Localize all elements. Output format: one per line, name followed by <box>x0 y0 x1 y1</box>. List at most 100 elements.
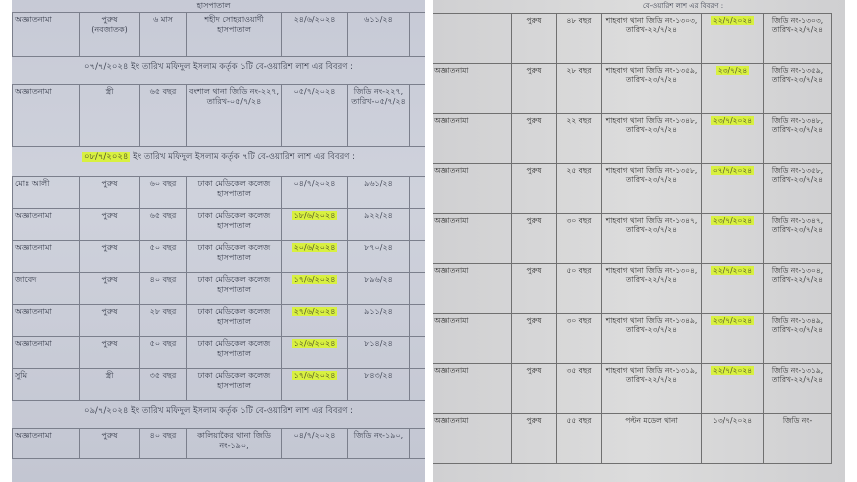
no-text: ৯২২/২৪ <box>364 211 393 220</box>
no-text: জিডি নং-১৩০৪, তারিখ-২২/৭/২৪ <box>771 266 824 284</box>
cell-age: ৫০ বছর <box>139 240 187 273</box>
cell-no: জিডি নং-১৩০৩, তারিখ-২২/৭/২৪ <box>763 13 832 64</box>
table-row: অজ্ঞাতনামা পুরুষ ৫০ বছর ঢাকা মেডিকেল কলেজ হ… <box>12 240 425 273</box>
age-text: ৫০ বছর <box>149 339 177 348</box>
cell-sex: পুরুষ <box>511 263 557 314</box>
cell-no: জিডি নং-১৩৫৯, তারিখ-২৩/৭/২৪ <box>763 63 832 114</box>
cell-sex: পুরুষ (নবজাতক) <box>79 12 140 57</box>
highlighted-date: ২০/৬/২০২৪ <box>291 243 338 252</box>
sex-text: পুরুষ <box>101 211 118 220</box>
cell-place: ঢাকা মেডিকেল কলেজ হাসপাতাল <box>186 208 282 241</box>
cell-place: শাহবাগ থানা জিডি নং-১৩০৩, তারিখ-২২/৭/২৪ <box>601 13 702 64</box>
empty-cell <box>409 368 425 401</box>
place-text: শাহবাগ থানা জিডি নং-১৩৪৭, তারিখ-২৩/৭/২৪ <box>605 216 698 234</box>
cell-name: অজ্ঞাতনামা <box>12 240 80 273</box>
sex-text: পুরুষ (নবজাতক) <box>91 15 128 34</box>
table-row: অজ্ঞাতনামা পুরুষ ২৫ বছর শাহবাগ থানা জিডি নং… <box>433 163 832 214</box>
cell-sex: পুরুষ <box>79 304 140 337</box>
left-document-photo: হাসপাতাল অজ্ঞাতনামা পুরুষ (নবজাতক) ৬ মাস শহ… <box>12 0 425 482</box>
empty-cell <box>409 428 425 459</box>
place-text: বংশাল থানা জিডি নং-২২৭, তারিখ-০৫/৭/২৪ <box>189 87 280 106</box>
place-fragment: হাসপাতাল <box>196 1 231 10</box>
highlighted-date: ০৮/৭/২০২৪ <box>82 152 131 162</box>
name-text: অজ্ঞাতনামা <box>15 15 52 24</box>
empty-cell <box>409 240 425 273</box>
record-table: অজ্ঞাতনামা পুরুষ (নবজাতক) ৬ মাস শহীদ সোহরাও… <box>12 12 425 57</box>
sex-text: পুরুষ <box>101 431 118 440</box>
sex-text: পুরুষ <box>101 243 118 252</box>
sex-text: পুরুষ <box>526 66 542 75</box>
name-text: অজ্ঞাতনামা <box>434 66 469 75</box>
no-text: ৯৬১/২৪ <box>364 179 393 188</box>
cell-age: ৫৫ বছর <box>556 413 602 464</box>
cell-age: ৪০ বছর <box>139 272 187 305</box>
cell-age: ৩০ বছর <box>556 313 602 364</box>
empty-cell <box>409 12 425 57</box>
sex-text: পুরুষ <box>526 216 542 225</box>
highlighted-date: ২২/৭/২০২৪ <box>710 366 755 375</box>
cell-name: অজ্ঞাতনামা <box>433 113 512 164</box>
cell-name: অজ্ঞাতনামা <box>12 208 80 241</box>
cell-date: ১২/৬/২০২৪ <box>281 336 348 369</box>
empty-cell <box>409 176 425 209</box>
no-text: জিডি নং-১৯০, <box>353 431 404 440</box>
name-text: অজ্ঞাতনামা <box>434 416 469 425</box>
age-text: ৩০ বছর <box>566 316 592 325</box>
cell-age: ৩৫ বছর <box>556 363 602 414</box>
section-caption: ০৭/৭/২০২৪ ইং তারিখ মফিদুল ইসলাম কর্তৃক ১… <box>84 62 353 72</box>
cell-name: অজ্ঞাতনামা <box>12 84 80 147</box>
sex-text: পুরুষ <box>101 307 118 316</box>
cell-date: ১৮/৬/২০২৪ <box>281 208 348 241</box>
cell-place: শাহবাগ থানা জিডি নং-১৩০৪, তারিখ-২২/৭/২৪ <box>601 263 702 314</box>
empty-cell <box>409 336 425 369</box>
age-text: ৫০ বছর <box>149 243 177 252</box>
cell-sex: পুরুষ <box>511 63 557 114</box>
record-table: মোঃ আলী পুরুষ ৬০ বছর ঢাকা মেডিকেল কলেজ হাসপ… <box>12 176 425 401</box>
place-text: শাহবাগ থানা জিডি নং-১৩০৪, তারিখ-২২/৭/২৪ <box>605 266 698 284</box>
name-text: অজ্ঞাতনামা <box>434 366 469 375</box>
cell-name: অজ্ঞাতনামা <box>433 413 512 464</box>
cell-date: ২৩/৭/২৪ <box>701 63 764 114</box>
highlighted-date: ২৩/৭/২৪ <box>715 66 750 75</box>
highlighted-date: ১৭/৬/২০২৪ <box>291 371 338 380</box>
place-text: ঢাকা মেডিকেল কলেজ হাসপাতাল <box>197 307 271 326</box>
cell-date: ২২/৭/২০২৪ <box>701 363 764 414</box>
name-text: সুমি <box>15 371 28 380</box>
place-text: শহীদ সোহরাওয়ার্দী হাসপাতাল <box>204 15 264 34</box>
sex-text: পুরুষ <box>526 416 542 425</box>
date-text: ১৩/৭/২০২৪ <box>712 416 753 425</box>
table-row: অজ্ঞাতনামা পুরুষ ৬৫ বছর ঢাকা মেডিকেল কলেজ হ… <box>12 208 425 241</box>
cell-place: শহীদ সোহরাওয়ার্দী হাসপাতাল <box>186 12 282 57</box>
cell-name: অজ্ঞাতনামা <box>433 163 512 214</box>
empty-cell <box>409 84 425 147</box>
sex-text: পুরুষ <box>101 339 118 348</box>
age-text: ৬০ বছর <box>149 179 177 188</box>
table-row: জাবেদ পুরুষ ৪০ বছর ঢাকা মেডিকেল কলেজ হাসপাত… <box>12 272 425 305</box>
cell-name <box>433 13 512 64</box>
table-row: অজ্ঞাতনামা স্ত্রী ৬৫ বছর বংশাল থানা জিডি নং… <box>12 84 425 147</box>
age-text: ৬৫ বছর <box>149 211 177 220</box>
cell-sex: পুরুষ <box>511 213 557 264</box>
empty-cell <box>409 272 425 305</box>
age-text: ৩০ বছর <box>566 216 592 225</box>
cell-date: ০৫/৭/২০২৪ <box>281 84 348 147</box>
cell-sex: পুরুষ <box>511 313 557 364</box>
cell-sex: পুরুষ <box>79 336 140 369</box>
name-text: মোঃ আলী <box>15 179 50 188</box>
no-text: জিডি নং-১৩৫৯, তারিখ-২৩/৭/২৪ <box>771 66 824 84</box>
age-text: ৪০ বছর <box>149 275 177 284</box>
cell-no: জিডি নং-১৩১৯, তারিখ-২২/৭/২৪ <box>763 363 832 414</box>
highlighted-date: ২২/৭/২০২৪ <box>710 266 755 275</box>
table-row: অজ্ঞাতনামা পুরুষ ২৮ বছর ঢাকা মেডিকেল কলেজ হ… <box>12 304 425 337</box>
age-text: ৬ মাস <box>153 15 173 24</box>
sex-text: স্ত্রী <box>105 371 114 380</box>
record-table: অজ্ঞাতনামা পুরুষ ৪০ বছর কালিয়াকৈর থানা জিড… <box>12 428 425 459</box>
name-text: অজ্ঞাতনামা <box>434 266 469 275</box>
place-text: শাহবাগ থানা জিডি নং-১৩৫৮, তারিখ-২৩/৭/২৪ <box>605 166 698 184</box>
no-text: ৮৪৩/২৪ <box>364 371 393 380</box>
no-text: জিডি নং-২২৭, তারিখ-০৫/৭/২৪ <box>351 87 406 106</box>
table-row: অজ্ঞাতনামা পুরুষ ৩০ বছর শাহবাগ থানা জিডি নং… <box>433 313 832 364</box>
cell-no: ৯১১/২৪ <box>347 304 410 337</box>
cell-no: জিডি নং-১৩০৪, তারিখ-২২/৭/২৪ <box>763 263 832 314</box>
table-row: অজ্ঞাতনামা পুরুষ ২৮ বছর শাহবাগ থানা জিডি নং… <box>433 63 832 114</box>
